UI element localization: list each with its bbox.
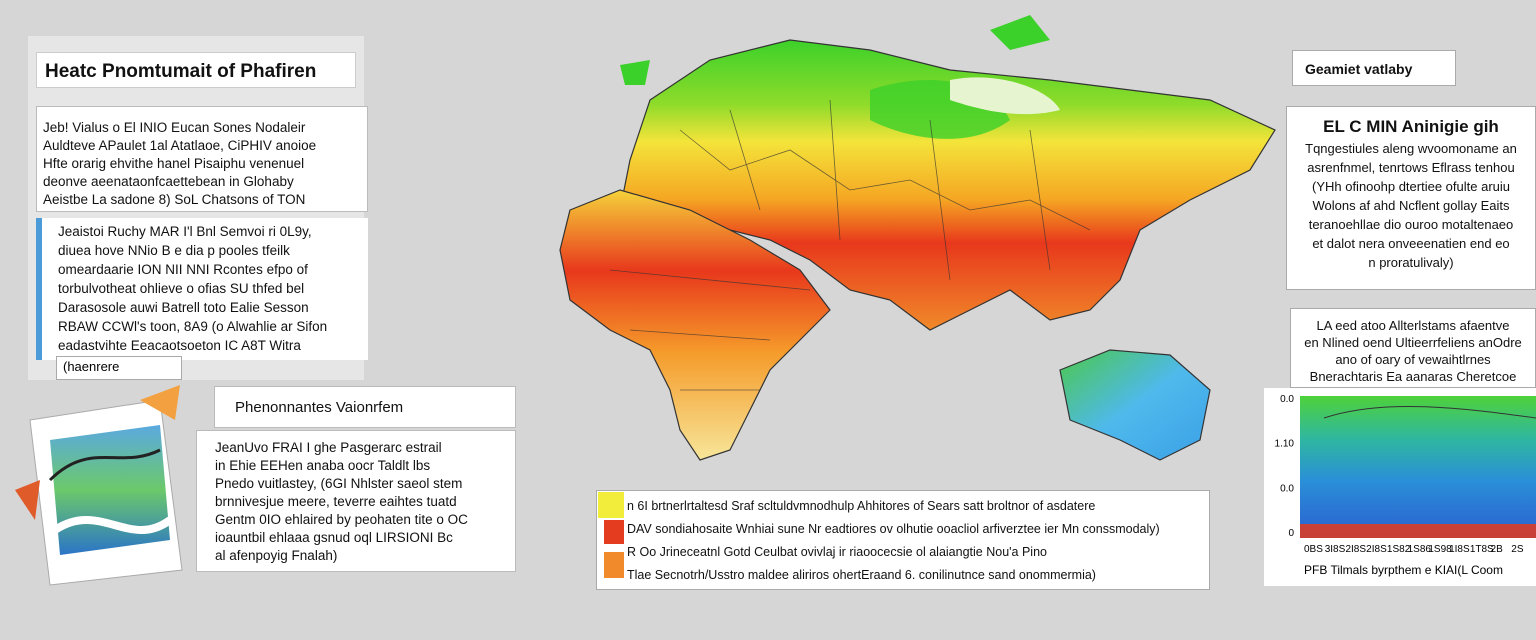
text-line: Darasosole auwi Batrell toto Ealie Sesso… xyxy=(58,300,309,315)
section-title-box: Phenonnantes Vaionrfem xyxy=(214,386,516,428)
heading: EL C MIN Aninigie gih xyxy=(1323,117,1499,136)
text-line: n 6I brtnerlrtaltesd Sraf scltuldvmnodhu… xyxy=(627,499,1096,513)
caption: (haenrere xyxy=(56,356,182,380)
text-line: omeardaarie ION NII NNI Rcontes efpo of xyxy=(58,262,308,277)
text-line: n proratulivaly) xyxy=(1368,255,1454,270)
text-line: Aeistbe La sadone 8) SoL Chatsons of TON xyxy=(43,192,306,207)
text-line: torbulvotheat ohlieve o ofias SU thfed b… xyxy=(58,281,305,296)
text-line: R Oo Jrineceatnl Gotd Ceulbat ovivlaj ir… xyxy=(627,545,1047,559)
title: Heatc Pnomtumait of Phafiren xyxy=(45,61,317,82)
text-line: (YHh ofinoohp dtertiee ofulte aruiu xyxy=(1311,179,1510,194)
chart-label: 2I8S xyxy=(1366,544,1387,555)
chart-label: 1S98 xyxy=(1428,544,1452,555)
text-line: Gentm 0IO ehlaired by peohaten tite o OC xyxy=(215,512,468,527)
chart-label: 0 xyxy=(1288,528,1294,539)
text-panel: EL C MIN Aninigie gih Tqngestiules aleng… xyxy=(1286,106,1536,290)
text-panel: LA eed atoo Allterlstams afaentve en Nlin… xyxy=(1290,308,1536,388)
text-line: asrenfnmel, tenrtows Eflrass tenhou xyxy=(1307,160,1515,175)
chart-label: 2B xyxy=(1491,544,1504,555)
text-line: en Nlined oend Ultieerrfeliens anOdre xyxy=(1304,335,1522,350)
section-title: Phenonnantes Vaionrfem xyxy=(235,399,404,416)
chart-label: 2S xyxy=(1511,544,1524,555)
text-line: LA eed atoo Allterlstams afaentve xyxy=(1316,318,1510,333)
text-line: Wolons af ahd Ncflent gollay Eaits xyxy=(1312,198,1510,213)
text-line: Jeb! Vialus o El INIO Eucan Sones Nodale… xyxy=(43,120,306,135)
chart-label: 2I8S xyxy=(1345,544,1366,555)
text-line: JeanUvo FRAI I ghe Pasgerarc estrail xyxy=(215,440,442,455)
chart-label: 1I8S xyxy=(1449,544,1470,555)
text-line: deonve aeenataonfcaettebean in Glohaby xyxy=(43,174,294,189)
title: Geamiet vatlaby xyxy=(1305,61,1413,77)
text-panel: Jeaistoi Ruchy MAR I'l Bnl Semvoi ri 0L9… xyxy=(36,218,368,360)
chart-label: 3I8S xyxy=(1325,544,1346,555)
chart-label: 0.0 xyxy=(1280,394,1294,405)
text-line: Bnerachtaris Ea aanaras Cheretcoe xyxy=(1309,369,1517,384)
legend-swatch xyxy=(604,552,624,578)
text-line: RBAW CCWl's toon, 8A9 (o Alwahlie ar Sif… xyxy=(58,319,328,334)
chart-label: 0BS xyxy=(1304,544,1323,555)
map xyxy=(559,15,1276,461)
text-line: al afenpoyig Fnalah) xyxy=(215,548,338,563)
heatmap-area xyxy=(1300,396,1536,538)
text-line: ano of oary of vewaihtlrnes xyxy=(1335,352,1491,367)
text-line: Tlae Secnotrh/Usstro maldee aliriros ohe… xyxy=(627,568,1096,582)
text-line: Tqngestiules aleng wvoomoname an xyxy=(1305,141,1517,156)
text-line: et dalot nera onveeenatien end eo xyxy=(1312,236,1510,251)
text-panel: Jeb! Vialus o El INIO Eucan Sones Nodale… xyxy=(36,106,368,212)
text-lines: Tqngestiules aleng wvoomoname an asrenfnm… xyxy=(1291,139,1531,272)
text-line: Pnedo vuitlastey, (6GI Nhlster saeol ste… xyxy=(215,476,463,491)
text-line: Auldteve APaulet 1al Atatlaoe, CiPHIV an… xyxy=(43,138,317,153)
title-box: Heatc Pnomtumait of Phafiren xyxy=(36,52,356,88)
text-line: diuea hove NNio B e dia p pooles tfeilk xyxy=(58,243,290,258)
chart-label: 0.0 xyxy=(1280,483,1294,494)
chart-label: 1S82 xyxy=(1387,544,1411,555)
heatmap-band xyxy=(1300,524,1536,538)
text-line: in Ehie EEHen anaba oocr Taldlt lbs xyxy=(215,458,431,473)
text-line: DAV sondiahosaite Wnhiai sune Nr eadtior… xyxy=(627,522,1160,536)
text-line: eadastvihte Eeacaotsoeton IC A8T Witra xyxy=(58,338,301,353)
text-line: Jeaistoi Ruchy MAR I'l Bnl Semvoi ri 0L9… xyxy=(58,224,312,239)
illustration xyxy=(15,385,183,586)
legend-swatch xyxy=(604,520,624,544)
legend: n 6I brtnerlrtaltesd Sraf scltuldvmnodhu… xyxy=(596,490,1210,590)
text-line: teranoehllae dio ouroo motaltenaeo xyxy=(1308,217,1514,232)
title-box: Geamiet vatlaby xyxy=(1292,50,1456,86)
text-line: ioauntbil ehlaaa gsnud oql LIRSIONI Bc xyxy=(215,530,453,545)
legend-swatch xyxy=(598,492,624,518)
text-line: brnnivesjue meere, teverre eaihtes tuatd xyxy=(215,494,457,509)
chart-label: 1T8S xyxy=(1470,544,1494,555)
chart-label: PFB Tilmals byrpthem e KIAI(L Coom xyxy=(1304,563,1503,577)
text-line: Hfte orarig ehvithe hanel Pisaiphu venen… xyxy=(43,156,305,171)
text-panel: JeanUvo FRAI I ghe Pasgerarc estrail in E… xyxy=(196,430,516,572)
chart-label: 1S86 xyxy=(1408,544,1432,555)
chart-label: 1.10 xyxy=(1275,439,1295,450)
